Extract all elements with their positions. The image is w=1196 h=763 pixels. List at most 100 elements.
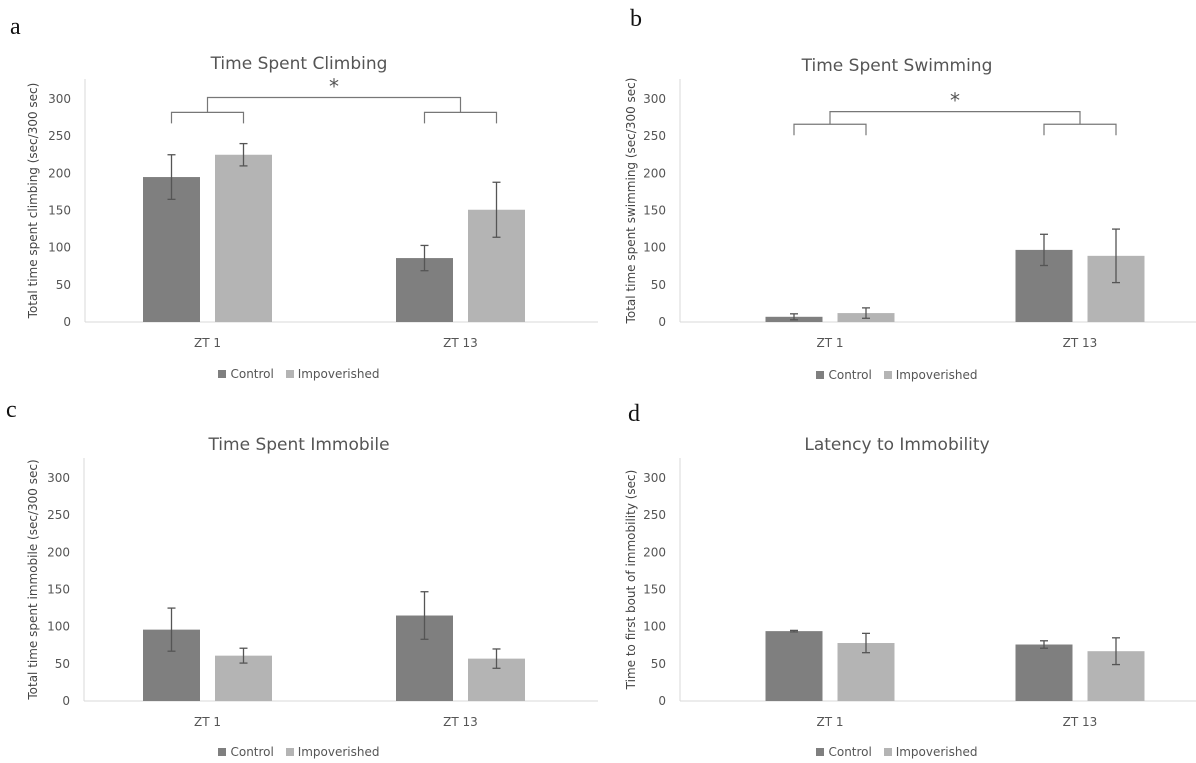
y-tick-label: 300: [643, 471, 666, 485]
error-bar: [1040, 233, 1048, 267]
chart-title: Time Spent Immobile: [208, 435, 390, 455]
y-axis-label: Time to first bout of immobility (sec): [624, 470, 638, 691]
y-tick-label: 50: [651, 278, 666, 292]
bar-control: [765, 631, 823, 701]
y-tick-label: 50: [55, 657, 70, 671]
error-bar: [167, 154, 176, 201]
chart-svg: 0 50 100 150 200 250 300 Total time spent climb…: [26, 75, 598, 350]
significance-star: *: [950, 89, 960, 113]
x-tick-label: ZT 1: [817, 715, 844, 729]
y-tick-label: 150: [48, 204, 71, 218]
y-tick-label: 250: [643, 129, 666, 143]
significance-bracket: [423, 111, 498, 124]
legend-item-control: Control: [218, 745, 274, 759]
legend-item-impoverished: Impoverished: [285, 367, 380, 381]
legend-swatch: [883, 371, 892, 379]
y-tick-label: 250: [47, 508, 70, 522]
y-axis-label: Total time spent immobile (sec/300 sec): [26, 459, 40, 700]
chart-title: Time Spent Climbing: [210, 54, 388, 74]
panel-letter: b: [630, 6, 642, 32]
legend-label: Impoverished: [895, 368, 978, 382]
bar-impoverished: [215, 154, 272, 322]
error-bar: [492, 648, 501, 669]
error-bar: [420, 591, 429, 640]
bar-control: [143, 177, 200, 322]
chart-svg: 0 50 100 150 200 250 300 Total time spent immob…: [26, 458, 598, 729]
y-tick-label: 300: [47, 471, 70, 485]
legend-swatch: [816, 748, 825, 756]
bar-control: [1015, 644, 1073, 701]
y-tick-label: 0: [63, 315, 71, 329]
chart-svg: 0 50 100 150 200 250 300 Total time spent swimm…: [624, 78, 1196, 350]
y-tick-label: 100: [643, 620, 666, 634]
legend-swatch: [218, 370, 227, 378]
panel-letter: c: [6, 397, 17, 423]
x-tick-label: ZT 1: [194, 715, 221, 729]
legend: Control Impoverished: [598, 745, 1196, 759]
legend-label: Impoverished: [895, 745, 978, 759]
legend-label: Control: [828, 368, 872, 382]
chart-title: Latency to Immobility: [804, 435, 990, 455]
y-tick-label: 0: [658, 315, 666, 329]
error-bar: [1112, 228, 1120, 284]
error-bar: [239, 142, 248, 167]
legend-label: Impoverished: [297, 745, 380, 759]
y-tick-label: 100: [643, 241, 666, 255]
y-tick-label: 300: [643, 92, 666, 106]
x-tick-label: ZT 1: [817, 336, 844, 350]
chart-panel-a: a Time Spent Climbing 0 50 100 150 200 250 300…: [0, 0, 598, 381]
error-bar: [492, 181, 501, 238]
error-bar: [862, 307, 870, 319]
significance-bracket: [829, 111, 1081, 125]
error-bar: [239, 647, 248, 664]
legend-swatch: [285, 748, 294, 756]
legend-label: Impoverished: [297, 367, 380, 381]
y-tick-label: 300: [48, 92, 71, 106]
x-tick-label: ZT 13: [443, 336, 478, 350]
chart-svg: 0 50 100 150 200 250 300 Time to first bout of …: [624, 458, 1196, 729]
y-tick-label: 0: [658, 694, 666, 708]
x-tick-label: ZT 1: [194, 336, 221, 350]
x-tick-label: ZT 13: [443, 715, 478, 729]
y-tick-label: 0: [62, 694, 70, 708]
significance-bracket: [1043, 123, 1117, 136]
y-tick-label: 100: [48, 241, 71, 255]
y-axis-label: Total time spent climbing (sec/300 sec): [26, 83, 40, 320]
legend-swatch: [218, 748, 227, 756]
legend-item-impoverished: Impoverished: [883, 745, 978, 759]
y-tick-label: 150: [643, 204, 666, 218]
y-tick-label: 200: [47, 545, 70, 559]
y-axis-label: Total time spent swimming (sec/300 sec): [624, 78, 638, 325]
error-bar: [862, 632, 870, 654]
y-tick-label: 150: [47, 583, 70, 597]
error-bar: [1112, 637, 1120, 666]
legend-item-impoverished: Impoverished: [285, 745, 380, 759]
error-bar: [790, 629, 798, 633]
y-tick-label: 100: [47, 620, 70, 634]
error-bar: [167, 607, 176, 652]
legend: Control Impoverished: [0, 745, 598, 759]
significance-bracket: [206, 96, 462, 113]
x-tick-label: ZT 13: [1063, 715, 1098, 729]
legend-label: Control: [828, 745, 872, 759]
legend-item-control: Control: [816, 368, 872, 382]
error-bar: [420, 244, 429, 272]
y-tick-label: 150: [643, 583, 666, 597]
y-tick-label: 200: [643, 166, 666, 180]
significance-bracket: [793, 123, 867, 136]
y-tick-label: 50: [56, 278, 71, 292]
legend-label: Control: [230, 367, 274, 381]
chart-panel-c: c Time Spent Immobile 0 50 100 150 200 250 300…: [0, 381, 598, 762]
legend-swatch: [285, 370, 294, 378]
error-bar: [1040, 640, 1048, 649]
legend: Control Impoverished: [0, 367, 598, 381]
legend-swatch: [883, 748, 892, 756]
panel-letter: d: [628, 401, 640, 427]
significance-bracket: [170, 111, 245, 124]
legend-item-control: Control: [816, 745, 872, 759]
y-tick-label: 50: [651, 657, 666, 671]
y-tick-label: 200: [643, 545, 666, 559]
legend-label: Control: [230, 745, 274, 759]
y-tick-label: 250: [643, 508, 666, 522]
y-tick-label: 200: [48, 166, 71, 180]
